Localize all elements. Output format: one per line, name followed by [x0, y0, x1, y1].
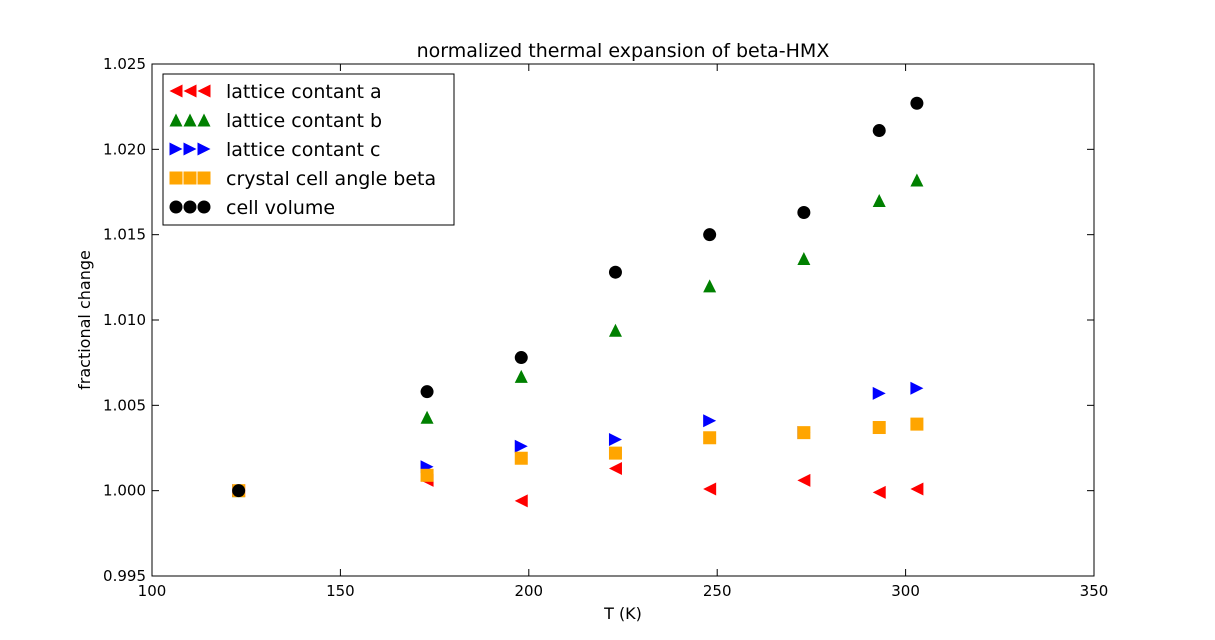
data-point — [872, 485, 886, 499]
legend-marker — [169, 113, 183, 127]
y-tick-label: 1.020 — [103, 140, 146, 158]
data-point — [420, 468, 434, 482]
y-tick-label: 1.005 — [103, 396, 146, 414]
data-point — [872, 194, 886, 208]
data-point — [608, 461, 622, 475]
y-axis: 0.995 1.000 1.005 1.010 1.015 1.020 1.025 — [103, 55, 1094, 585]
legend-marker — [169, 200, 183, 214]
legend-label: crystal cell angle beta — [226, 168, 436, 190]
legend-label: lattice contant a — [226, 81, 382, 103]
legend-entry: crystal cell angle beta — [169, 168, 436, 190]
data-point — [703, 431, 717, 445]
data-point — [703, 279, 717, 293]
legend-marker — [197, 142, 211, 156]
data-point — [797, 205, 811, 219]
data-point — [910, 173, 924, 187]
legend-marker — [169, 84, 183, 98]
x-tick-label: 200 — [514, 582, 543, 600]
legend-marker — [183, 84, 197, 98]
data-point — [608, 265, 622, 279]
data-point — [232, 484, 246, 498]
y-tick-label: 1.025 — [103, 55, 146, 73]
data-point — [910, 381, 924, 395]
data-point — [703, 482, 717, 496]
legend-marker — [197, 113, 211, 127]
y-tick-label: 0.995 — [103, 567, 146, 585]
legend-label: lattice contant b — [226, 110, 382, 132]
data-point — [797, 426, 811, 440]
data-point — [703, 228, 717, 242]
data-point — [514, 351, 528, 365]
chart-title: normalized thermal expansion of beta-HMX — [417, 40, 830, 62]
data-point — [514, 369, 528, 383]
data-point — [514, 439, 528, 453]
legend-box — [162, 73, 455, 226]
data-point — [608, 446, 622, 460]
data-markers — [232, 96, 924, 508]
series-4 — [232, 96, 924, 498]
x-axis-label: T (K) — [603, 604, 642, 623]
data-point — [797, 252, 811, 266]
legend-marker — [183, 171, 197, 185]
legend-entry: lattice contant a — [169, 81, 382, 103]
data-point — [608, 432, 622, 446]
data-point — [703, 414, 717, 428]
x-tick-label: 300 — [891, 582, 920, 600]
y-tick-label: 1.000 — [103, 482, 146, 500]
data-point — [797, 473, 811, 487]
data-point — [872, 421, 886, 435]
legend-marker — [197, 171, 211, 185]
legend-entry: lattice contant c — [169, 139, 380, 161]
x-tick-label: 350 — [1080, 582, 1109, 600]
x-tick-label: 100 — [138, 582, 167, 600]
x-tick-label: 250 — [703, 582, 732, 600]
y-tick-label: 1.015 — [103, 226, 146, 244]
legend-entry: lattice contant b — [169, 110, 382, 132]
data-point — [608, 323, 622, 337]
y-tick-label: 1.010 — [103, 311, 146, 329]
y-axis-label: fractional change — [75, 250, 94, 390]
data-point — [910, 482, 924, 496]
legend-marker — [197, 84, 211, 98]
x-axis: 100 150 200 250 300 350 — [138, 64, 1109, 600]
legend: lattice contant a lattice contant b lattic… — [162, 73, 455, 226]
legend-marker — [197, 200, 211, 214]
legend-entry: cell volume — [169, 197, 335, 219]
data-point — [420, 385, 434, 399]
legend-marker — [183, 142, 197, 156]
legend-label: cell volume — [226, 197, 335, 219]
data-point — [910, 417, 924, 431]
data-point — [872, 386, 886, 400]
data-point — [872, 124, 886, 138]
legend-marker — [183, 200, 197, 214]
data-point — [514, 494, 528, 508]
legend-marker — [169, 171, 183, 185]
data-point — [420, 410, 434, 424]
legend-marker — [183, 113, 197, 127]
x-tick-label: 150 — [326, 582, 355, 600]
data-point — [910, 96, 924, 110]
legend-marker — [169, 142, 183, 156]
data-point — [514, 451, 528, 465]
legend-label: lattice contant c — [226, 139, 380, 161]
